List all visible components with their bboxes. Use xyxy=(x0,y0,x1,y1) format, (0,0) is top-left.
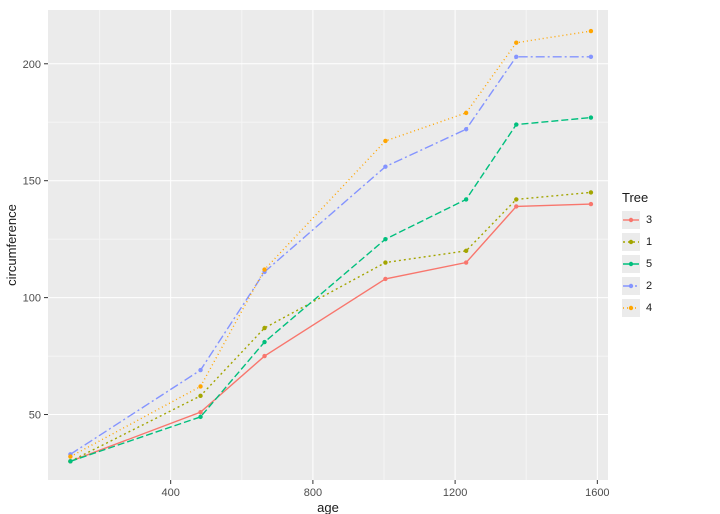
x-axis-title: age xyxy=(317,500,339,514)
series-point-1 xyxy=(589,190,593,194)
chart-container: 400 800 1200 1600 50 100 150 200 age circumferenc… xyxy=(0,0,720,514)
series-point-4 xyxy=(262,267,266,271)
series-point-5 xyxy=(589,115,593,119)
y-axis-title: circumference xyxy=(4,204,19,286)
legend-label: 2 xyxy=(646,280,652,292)
series-point-4 xyxy=(68,454,72,458)
series-point-1 xyxy=(464,249,468,253)
series-point-2 xyxy=(514,55,518,59)
legend-key-3 xyxy=(622,211,640,229)
series-point-4 xyxy=(383,139,387,143)
series-point-5 xyxy=(514,122,518,126)
series-point-5 xyxy=(198,415,202,419)
y-tick-label: 200 xyxy=(23,59,41,71)
series-point-2 xyxy=(464,127,468,131)
legend-key-4 xyxy=(622,299,640,317)
series-point-5 xyxy=(383,237,387,241)
series-point-4 xyxy=(198,384,202,388)
series-point-1 xyxy=(262,326,266,330)
series-point-3 xyxy=(262,354,266,358)
series-point-4 xyxy=(464,111,468,115)
legend-item-1: 1 xyxy=(622,233,652,251)
series-point-3 xyxy=(464,260,468,264)
y-tick-label: 100 xyxy=(23,293,41,305)
series-point-4 xyxy=(514,41,518,45)
legend: Tree 3 1 5 2 4 xyxy=(622,190,652,321)
series-point-5 xyxy=(68,459,72,463)
x-tick-label: 400 xyxy=(161,487,179,499)
legend-item-2: 2 xyxy=(622,277,652,295)
legend-key-5 xyxy=(622,255,640,273)
series-point-2 xyxy=(589,55,593,59)
x-tick-label: 1600 xyxy=(585,487,609,499)
legend-label: 4 xyxy=(646,302,652,314)
y-tick-label: 50 xyxy=(29,410,41,422)
legend-key-1 xyxy=(622,233,640,251)
legend-label: 1 xyxy=(646,236,652,248)
legend-label: 5 xyxy=(646,258,652,270)
series-point-2 xyxy=(383,164,387,168)
x-tick-label: 800 xyxy=(304,487,322,499)
series-point-3 xyxy=(514,204,518,208)
series-point-2 xyxy=(198,368,202,372)
line-chart: 400 800 1200 1600 50 100 150 200 age circumferenc… xyxy=(0,0,720,514)
y-tick-label: 150 xyxy=(23,176,41,188)
series-point-1 xyxy=(514,197,518,201)
x-tick-label: 1200 xyxy=(443,487,467,499)
legend-label: 3 xyxy=(646,214,652,226)
legend-item-3: 3 xyxy=(622,211,652,229)
series-point-3 xyxy=(383,277,387,281)
legend-key-2 xyxy=(622,277,640,295)
legend-item-4: 4 xyxy=(622,299,652,317)
plot-panel xyxy=(48,10,608,480)
legend-title: Tree xyxy=(622,190,652,205)
series-point-3 xyxy=(198,410,202,414)
series-point-1 xyxy=(383,260,387,264)
legend-item-5: 5 xyxy=(622,255,652,273)
series-point-1 xyxy=(198,394,202,398)
series-point-3 xyxy=(589,202,593,206)
series-point-5 xyxy=(262,340,266,344)
series-point-5 xyxy=(464,197,468,201)
series-point-4 xyxy=(589,29,593,33)
